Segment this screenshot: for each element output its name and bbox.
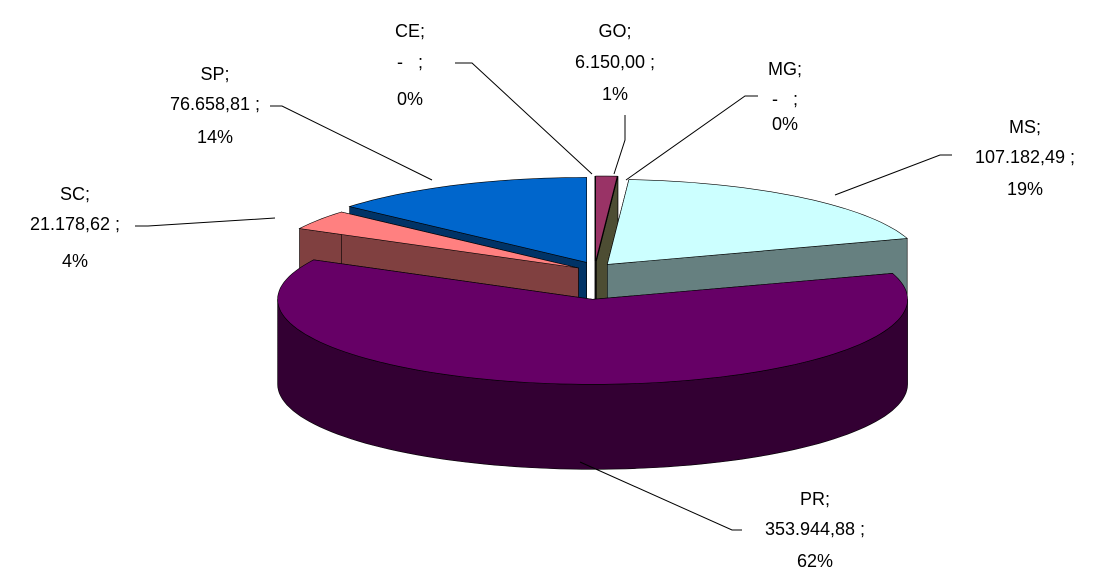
leader-line [135, 217, 276, 227]
leader-line [613, 115, 626, 175]
category-label: CE; [395, 21, 425, 41]
value-label: 21.178,62 ; [30, 214, 120, 234]
leader-line [834, 154, 952, 196]
percent-label: 0% [772, 114, 798, 134]
category-label: SP; [200, 64, 229, 84]
leader-line [625, 95, 758, 181]
slice [348, 177, 587, 263]
leader-line [455, 62, 593, 175]
value-label: - ; [397, 52, 423, 72]
slice [298, 211, 579, 269]
category-label: SC; [60, 184, 90, 204]
slice [596, 176, 619, 262]
percent-label: 4% [62, 251, 88, 271]
leader-line [270, 105, 433, 181]
category-label: GO; [598, 21, 631, 41]
category-label: MG; [768, 59, 802, 79]
percent-label: 19% [1007, 179, 1043, 199]
category-label: PR; [800, 489, 830, 509]
leader-line [579, 461, 742, 531]
slice [277, 259, 908, 385]
slice [606, 179, 908, 265]
value-label: 107.182,49 ; [975, 147, 1075, 167]
value-label: 76.658,81 ; [170, 94, 260, 114]
percent-label: 1% [602, 84, 628, 104]
value-label: 6.150,00 ; [575, 52, 655, 72]
category-label: MS; [1009, 117, 1041, 137]
slice [595, 175, 618, 262]
value-label: 353.944,88 ; [765, 519, 865, 539]
percent-label: 14% [197, 127, 233, 147]
percent-label: 0% [397, 89, 423, 109]
value-label: - ; [772, 89, 798, 109]
percent-label: 62% [797, 551, 833, 571]
